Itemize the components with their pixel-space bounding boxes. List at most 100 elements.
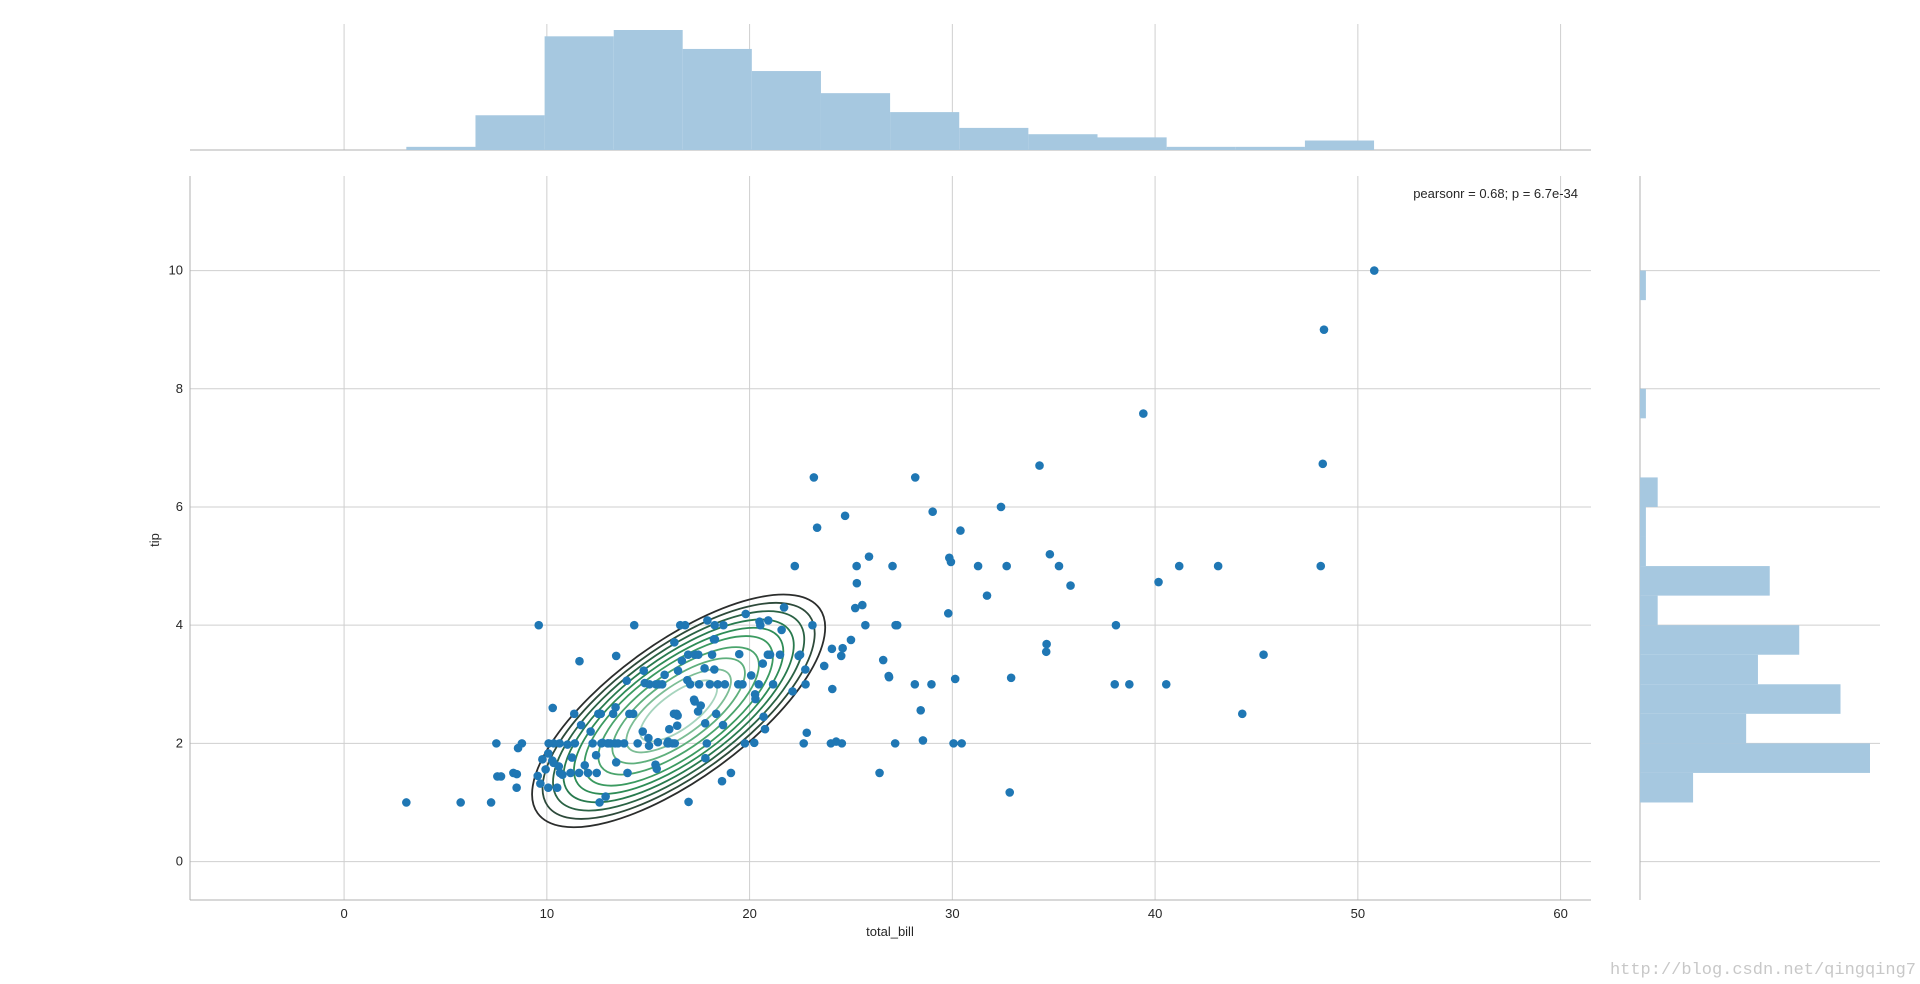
scatter-point bbox=[611, 703, 620, 712]
scatter-point bbox=[548, 703, 558, 713]
scatter-point bbox=[837, 739, 847, 748]
scatter-point bbox=[718, 720, 728, 730]
scatter-point bbox=[576, 720, 586, 730]
top-hist-bar bbox=[890, 112, 960, 150]
kde-contour bbox=[541, 601, 816, 820]
x-tick-label: 10 bbox=[540, 906, 554, 921]
scatter-point bbox=[486, 798, 496, 807]
scatter-point bbox=[566, 768, 575, 778]
x-tick-label: 60 bbox=[1553, 906, 1567, 921]
top-hist-bar bbox=[544, 36, 614, 150]
scatter-point bbox=[657, 679, 667, 689]
right-hist-bar bbox=[1640, 270, 1646, 301]
scatter-point bbox=[946, 557, 956, 567]
scatter-point bbox=[619, 739, 629, 748]
scatter-point bbox=[690, 697, 699, 706]
top-hist-bar bbox=[682, 48, 752, 150]
scatter-point bbox=[916, 705, 926, 715]
scatter-point bbox=[719, 620, 728, 630]
scatter-point bbox=[801, 679, 810, 689]
scatter-point bbox=[838, 643, 847, 653]
scatter-point bbox=[702, 739, 712, 748]
scatter-point bbox=[623, 768, 632, 778]
scatter-point bbox=[1369, 266, 1379, 275]
top-hist-bar bbox=[406, 146, 476, 150]
scatter-point bbox=[543, 749, 553, 758]
scatter-point bbox=[541, 765, 550, 774]
x-tick-label: 20 bbox=[742, 906, 756, 921]
scatter-point bbox=[563, 740, 572, 749]
scatter-point bbox=[808, 620, 817, 630]
scatter-point bbox=[1054, 561, 1064, 571]
scatter-point bbox=[536, 779, 545, 788]
scatter-point bbox=[711, 709, 721, 719]
scatter-point bbox=[601, 792, 610, 801]
scatter-point bbox=[910, 473, 920, 482]
scatter-point bbox=[710, 620, 720, 630]
watermark: http://blog.csdn.net/qingqing7 bbox=[1609, 961, 1916, 980]
scatter-point bbox=[574, 768, 584, 778]
scatter-point bbox=[673, 711, 682, 720]
scatter-point bbox=[892, 620, 902, 630]
scatter-point bbox=[492, 739, 501, 748]
right-marginal-histogram bbox=[1639, 176, 1880, 900]
scatter-point bbox=[740, 739, 750, 748]
right-hist-bar bbox=[1640, 536, 1646, 567]
scatter-point bbox=[846, 635, 856, 645]
scatter-point bbox=[622, 676, 632, 686]
right-hist-bar bbox=[1640, 743, 1870, 773]
scatter-point bbox=[591, 750, 601, 760]
scatter-point bbox=[1174, 561, 1184, 571]
scatter-point bbox=[768, 679, 778, 689]
scatter-point bbox=[741, 609, 751, 619]
scatter-point bbox=[858, 600, 867, 610]
scatter-point bbox=[1005, 788, 1015, 797]
scatter-point bbox=[840, 511, 850, 521]
main-axes: 0 10 20 30 40 50 60 0 2 4 6 8 10 bbox=[169, 176, 1591, 921]
scatter-points bbox=[402, 266, 1379, 807]
scatter-point bbox=[586, 727, 595, 736]
scatter-point bbox=[644, 741, 654, 751]
scatter-point bbox=[1237, 709, 1247, 719]
scatter-point bbox=[684, 797, 693, 807]
scatter-point bbox=[538, 755, 547, 764]
top-hist-bar bbox=[613, 30, 683, 150]
scatter-point bbox=[910, 679, 920, 689]
scatter-point bbox=[611, 757, 621, 767]
top-hist-bar bbox=[1304, 140, 1375, 150]
scatter-point bbox=[680, 620, 690, 630]
y-tick-label: 10 bbox=[169, 263, 183, 278]
scatter-point bbox=[1161, 679, 1171, 689]
scatter-point bbox=[534, 620, 544, 630]
scatter-point bbox=[402, 798, 411, 807]
right-hist-bar bbox=[1640, 477, 1658, 507]
scatter-point bbox=[1259, 650, 1268, 660]
scatter-point bbox=[512, 769, 522, 779]
scatter-point bbox=[956, 526, 965, 535]
scatter-point bbox=[694, 679, 704, 689]
scatter-point bbox=[700, 718, 710, 728]
scatter-point bbox=[595, 798, 604, 807]
scatter-point bbox=[1002, 561, 1011, 571]
scatter-point bbox=[701, 753, 710, 763]
y-tick-label: 4 bbox=[176, 617, 183, 632]
kde-contours bbox=[531, 593, 827, 829]
top-hist-bar bbox=[475, 115, 545, 150]
scatter-point bbox=[592, 768, 602, 778]
scatter-point bbox=[1041, 647, 1051, 657]
top-hist-bar bbox=[1028, 134, 1098, 150]
scatter-point bbox=[639, 666, 649, 675]
scatter-point bbox=[569, 709, 579, 719]
scatter-point bbox=[809, 473, 819, 482]
scatter-point bbox=[918, 736, 928, 745]
scatter-point bbox=[710, 635, 720, 644]
scatter-point bbox=[864, 552, 874, 561]
scatter-point bbox=[693, 650, 703, 660]
scatter-point bbox=[799, 739, 809, 748]
scatter-point bbox=[927, 679, 936, 689]
scatter-point bbox=[713, 679, 723, 689]
scatter-point bbox=[878, 655, 888, 665]
scatter-point bbox=[765, 650, 775, 660]
scatter-point bbox=[861, 620, 870, 630]
scatter-point bbox=[763, 616, 773, 625]
